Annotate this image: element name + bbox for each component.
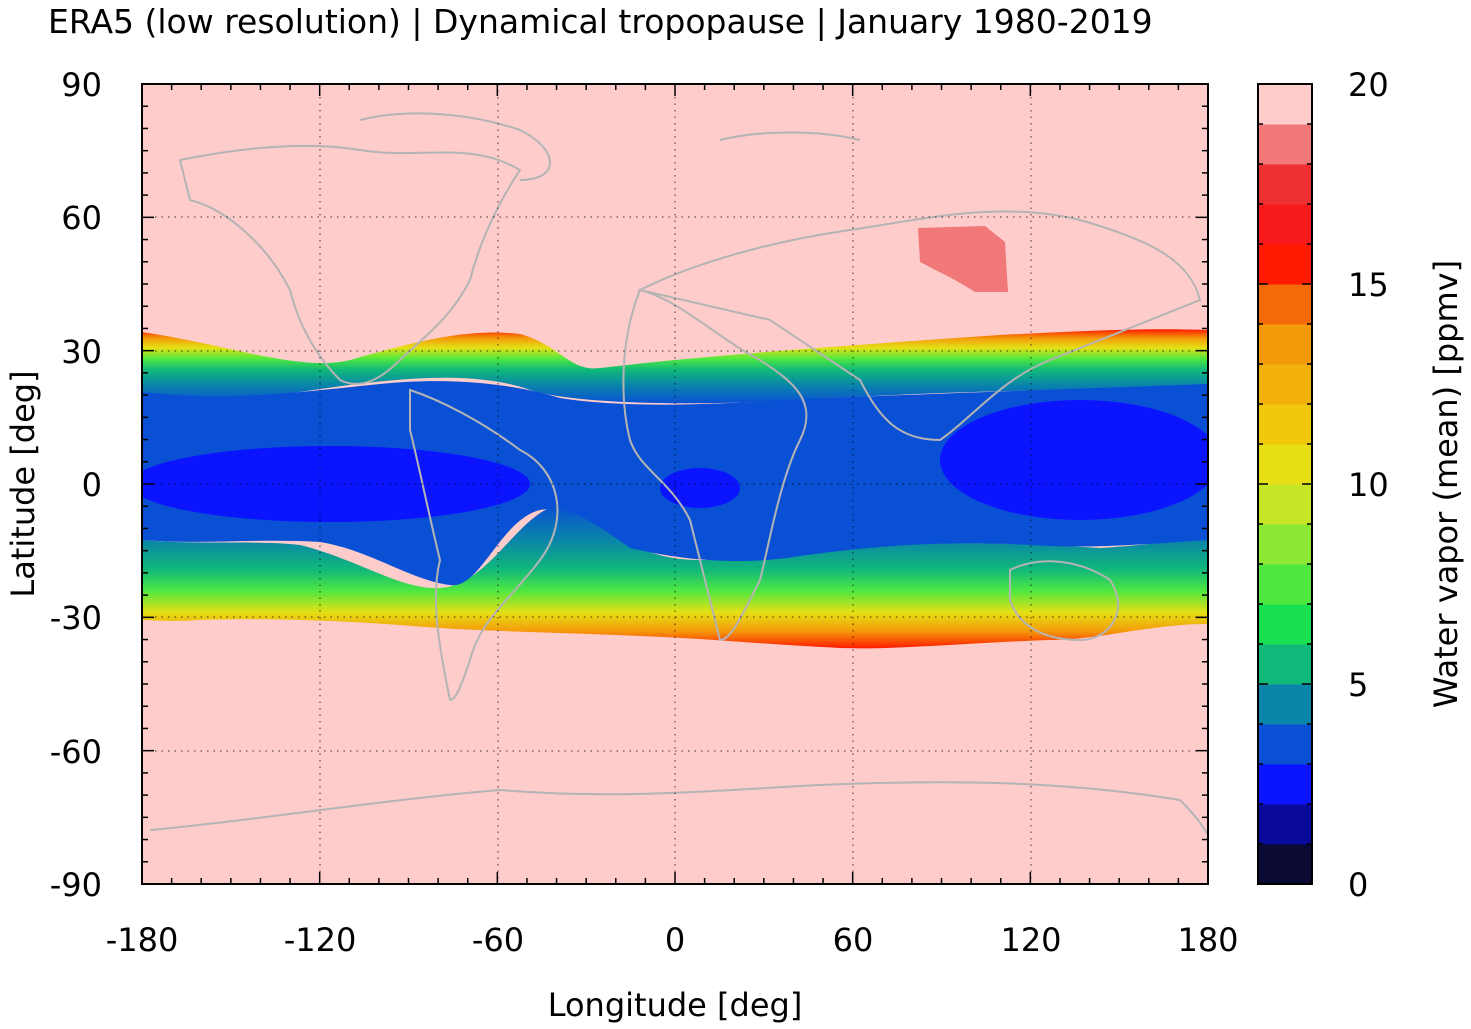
x-tick-label: 180	[1177, 921, 1238, 959]
colorbar-ticks	[1258, 83, 1312, 885]
x-tick-label: 0	[665, 921, 685, 959]
y-tick-label: 60	[61, 199, 102, 237]
y-tick-label: 0	[82, 466, 102, 504]
colorbar-block	[1258, 84, 1312, 125]
colorbar-block	[1258, 444, 1312, 485]
y-tick-label: -30	[50, 599, 102, 637]
coastlines	[149, 112, 1208, 836]
colorbar-block	[1258, 684, 1312, 725]
colorbar-tick-label: 0	[1348, 866, 1368, 904]
deep-blue-pacific	[142, 446, 530, 522]
x-tick-labels: -180 -120 -60 0 60 120 180	[106, 921, 1239, 959]
tibet-patch	[918, 226, 1008, 292]
colorbar-block	[1258, 244, 1312, 285]
colorbar-tick-label: 20	[1348, 66, 1389, 104]
colorbar-label: Water vapor (mean) [ppmv]	[1427, 260, 1465, 708]
y-tick-label: 90	[61, 66, 102, 104]
colorbar	[1258, 84, 1312, 885]
grid	[142, 84, 1208, 884]
y-axis-label: Latitude [deg]	[4, 370, 42, 597]
plot-title: ERA5 (low resolution) | Dynamical tropop…	[48, 2, 1153, 41]
colorbar-tick-label: 15	[1348, 266, 1389, 304]
x-axis-label: Longitude [deg]	[548, 986, 803, 1024]
colorbar-block	[1258, 364, 1312, 405]
sh-edge-band	[142, 505, 1208, 649]
colorbar-block	[1258, 324, 1312, 365]
x-tick-label: -120	[284, 921, 357, 959]
x-tick-label: -180	[106, 921, 179, 959]
colorbar-tick-label: 5	[1348, 666, 1368, 704]
axis-ticks	[141, 83, 1209, 885]
colorbar-block	[1258, 844, 1312, 885]
colorbar-block	[1258, 804, 1312, 845]
colorbar-block	[1258, 564, 1312, 605]
y-tick-label: -90	[50, 866, 102, 904]
colorbar-block	[1258, 724, 1312, 765]
nh-edge-band	[142, 329, 1208, 404]
colorbar-block	[1258, 124, 1312, 165]
colorbar-block	[1258, 604, 1312, 645]
colorbar-block	[1258, 764, 1312, 805]
colorbar-tick-label: 10	[1348, 466, 1389, 504]
y-tick-label: -60	[50, 733, 102, 771]
map-plot	[142, 84, 1208, 884]
colorbar-block	[1258, 404, 1312, 445]
colorbar-block	[1258, 644, 1312, 685]
x-tick-label: -60	[472, 921, 524, 959]
y-tick-labels: 90 60 30 0 -30 -60 -90	[50, 66, 102, 904]
deep-blue-africa	[660, 468, 740, 508]
colorbar-block	[1258, 204, 1312, 245]
colorbar-block	[1258, 164, 1312, 205]
colorbar-block	[1258, 284, 1312, 325]
x-tick-label: 60	[833, 921, 874, 959]
y-tick-label: 30	[61, 333, 102, 371]
colorbar-block	[1258, 484, 1312, 525]
colorbar-tick-labels: 0 5 10 15 20	[1348, 66, 1389, 904]
x-tick-label: 120	[1000, 921, 1061, 959]
colorbar-block	[1258, 524, 1312, 565]
deep-blue-indopacific	[940, 400, 1208, 520]
